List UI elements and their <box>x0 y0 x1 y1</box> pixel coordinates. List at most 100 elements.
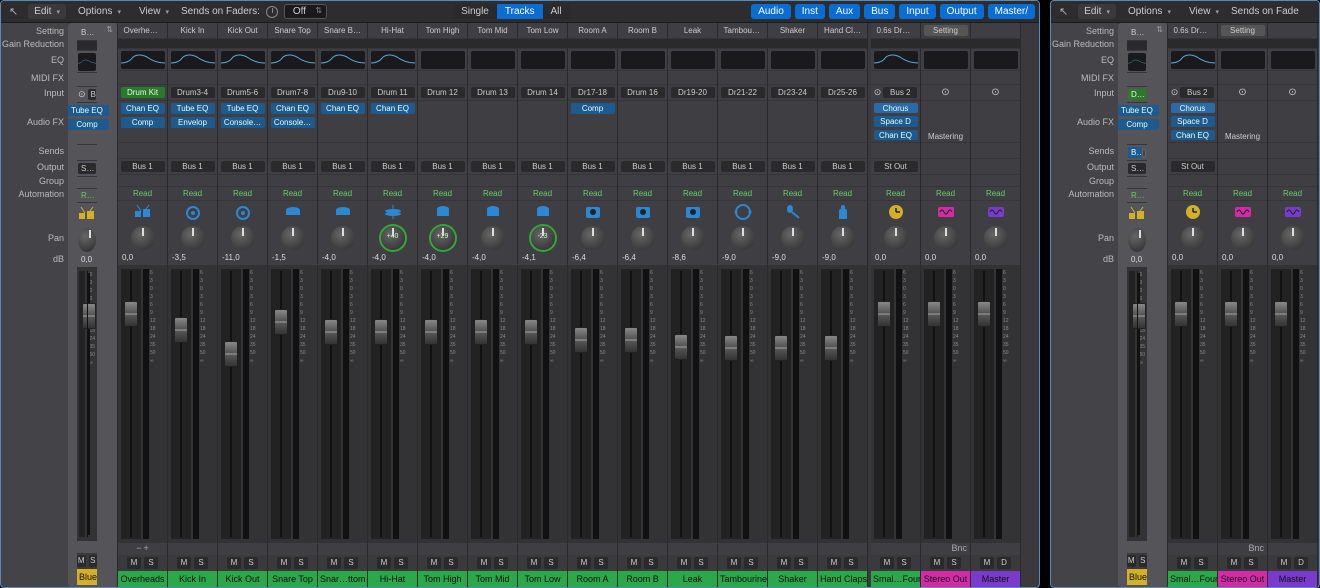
channel-name[interactable]: Room A <box>568 571 617 587</box>
channel-name[interactable]: Kick Out <box>218 571 267 587</box>
track-icon[interactable] <box>133 203 153 221</box>
pan-knob[interactable]: +40 <box>381 226 405 250</box>
track-icon[interactable] <box>233 203 253 221</box>
setting-slot[interactable]: Setting <box>1221 25 1265 36</box>
input-slot[interactable]: Dr19-20 <box>671 87 715 98</box>
track-icon[interactable] <box>1127 205 1147 223</box>
fader[interactable] <box>1129 271 1135 537</box>
input-slot[interactable]: Drum 11 <box>371 87 415 98</box>
solo-button[interactable]: S <box>444 557 458 569</box>
eq-display[interactable] <box>221 51 265 69</box>
setting-slot[interactable]: 0.6s Dru… <box>874 25 918 36</box>
view-menu[interactable]: View <box>133 4 175 19</box>
setting-slot[interactable]: Overhea… <box>121 25 165 36</box>
fader[interactable] <box>721 269 741 539</box>
channel-name[interactable]: Hi-Hat <box>368 571 417 587</box>
pan-knob[interactable] <box>131 226 155 250</box>
setting-slot[interactable]: Room A <box>571 25 615 36</box>
automation-mode[interactable]: Read <box>671 188 715 199</box>
eq-display[interactable] <box>1128 53 1146 71</box>
setting-slot[interactable]: Blue Rid… <box>1128 27 1146 38</box>
fader[interactable] <box>1171 269 1191 539</box>
options-menu[interactable]: Options <box>72 4 127 19</box>
solo-button[interactable]: S <box>294 557 308 569</box>
solo-button[interactable]: S <box>494 557 508 569</box>
channel-name[interactable]: Room B <box>618 571 667 587</box>
power-icon[interactable] <box>266 6 278 18</box>
automation-mode[interactable]: Read <box>571 188 615 199</box>
cat-master/[interactable]: Master/ <box>988 4 1035 19</box>
eq-display[interactable] <box>121 51 165 69</box>
eq-display[interactable] <box>771 51 815 69</box>
fx-slot[interactable]: Chan EQ <box>121 103 165 114</box>
minus-icon[interactable]: − <box>136 543 141 555</box>
setting-slot[interactable]: Leak <box>671 25 715 36</box>
cat-output[interactable]: Output <box>940 4 984 19</box>
track-icon[interactable] <box>986 203 1006 221</box>
setting-slot[interactable]: Tambour… <box>721 25 765 36</box>
view-tab-single[interactable]: Single <box>453 4 497 19</box>
input-slot[interactable]: Drum5-6 <box>221 87 265 98</box>
eq-display[interactable] <box>371 51 415 69</box>
output-slot[interactable]: Bus 1 <box>471 161 515 172</box>
track-icon[interactable] <box>1233 203 1253 221</box>
fader[interactable] <box>671 269 691 539</box>
pan-knob[interactable] <box>231 226 255 250</box>
solo-button[interactable]: S <box>644 557 658 569</box>
setting-slot[interactable]: Kick In <box>171 25 215 36</box>
solo-button[interactable]: S <box>194 557 208 569</box>
pan-knob[interactable] <box>78 228 96 252</box>
pan-knob[interactable] <box>831 226 855 250</box>
fader[interactable] <box>974 269 994 539</box>
fader[interactable] <box>171 269 191 539</box>
fx-slot[interactable]: Envelop <box>171 117 215 128</box>
channel-name[interactable]: Master <box>971 571 1020 587</box>
channel-name[interactable]: Tom High <box>418 571 467 587</box>
pan-knob[interactable] <box>1181 226 1205 250</box>
fx-slot[interactable]: Space D <box>874 116 918 126</box>
solo-button[interactable]: S <box>1139 555 1148 567</box>
input-slot[interactable]: Drum Kit <box>121 87 165 98</box>
mute-button[interactable]: M <box>930 557 944 569</box>
fx-slot[interactable]: Comp <box>1118 119 1159 130</box>
track-icon[interactable] <box>833 203 853 221</box>
input-slot[interactable]: Dru9-10 <box>321 87 365 98</box>
automation-mode[interactable]: Read <box>821 188 865 199</box>
output-slot[interactable]: Bus 1 <box>221 161 265 172</box>
fader[interactable] <box>321 269 341 539</box>
cat-aux[interactable]: Aux <box>829 4 860 19</box>
solo-button[interactable]: S <box>947 557 961 569</box>
automation-mode[interactable]: Read <box>1171 188 1215 199</box>
dim-button[interactable]: D <box>1294 557 1308 569</box>
automation-mode[interactable]: Read <box>78 190 96 201</box>
track-icon[interactable] <box>783 203 803 221</box>
automation-mode[interactable]: Read <box>721 188 765 199</box>
pan-knob[interactable]: -23 <box>531 226 555 250</box>
mute-button[interactable]: M <box>777 557 791 569</box>
automation-mode[interactable]: Read <box>974 188 1018 199</box>
eq-display[interactable] <box>874 51 918 69</box>
setting-slot[interactable]: Tom High <box>421 25 465 36</box>
eq-display[interactable] <box>471 51 515 69</box>
solo-button[interactable]: S <box>544 557 558 569</box>
pan-knob[interactable] <box>581 226 605 250</box>
track-icon[interactable] <box>1283 203 1303 221</box>
view-tab-all[interactable]: All <box>543 4 570 19</box>
track-icon[interactable] <box>183 203 203 221</box>
input-slot[interactable]: Drum 12 <box>421 87 465 98</box>
fx-slot[interactable]: Chorus <box>1171 103 1215 113</box>
fx-slot[interactable]: Chorus <box>874 103 918 113</box>
automation-mode[interactable]: Read <box>771 188 815 199</box>
eq-display[interactable] <box>521 51 565 69</box>
fx-slot[interactable]: Chan EQ <box>371 103 415 114</box>
input-slot[interactable]: Dr23-24 <box>771 87 815 98</box>
mute-button[interactable]: M <box>1277 557 1291 569</box>
output-slot[interactable]: St Out <box>1128 163 1146 174</box>
edit-menu[interactable]: Edit <box>28 4 66 19</box>
automation-mode[interactable]: Read <box>271 188 315 199</box>
input-slot[interactable]: Bus 1 <box>88 89 96 100</box>
dim-button[interactable]: D <box>997 557 1011 569</box>
setting-slot[interactable]: Tom Mid <box>471 25 515 36</box>
cat-inst[interactable]: Inst <box>795 4 825 19</box>
pan-knob[interactable] <box>731 226 755 250</box>
